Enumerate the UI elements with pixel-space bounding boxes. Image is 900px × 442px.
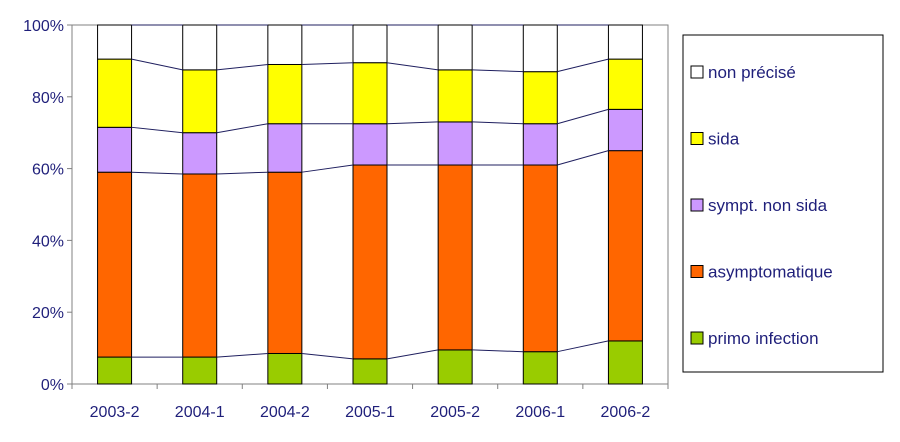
x-tick-label: 2003-2 [90,404,140,421]
bar-segment-sida-2003-2 [97,58,133,128]
series-line [131,58,183,71]
bar-segment-primo-infection-2004-2 [267,352,303,385]
x-tick-label: 2006-1 [515,404,565,421]
bar-segment-asymptomatique-2006-2 [607,150,643,342]
legend-label: sympt. non sida [708,196,828,215]
bar-segment-asymptomatique-2005-1 [352,164,388,360]
series-line [472,69,524,73]
bar-segment-sida-2004-1 [182,69,218,134]
series-line [301,352,354,360]
series-line [557,58,609,73]
series-line [557,150,609,166]
bar-segment-primo-infection-2004-1 [182,356,218,385]
bar-segment-non-pr-cis--2004-2 [267,24,303,65]
series-line [386,121,439,125]
y-axis: 0% 20% 40% 60% 80% 100% [23,18,72,394]
bar-segment-sympt-non-sida-2004-1 [182,132,218,175]
bar-segment-sympt-non-sida-2006-2 [607,108,643,152]
x-axis: 2003-2 2004-1 2004-2 2005-1 2005-2 2006-1 2006… [71,384,669,421]
series-line [216,352,268,358]
legend-swatch [690,198,704,212]
bar-segment-primo-infection-2005-1 [352,358,388,385]
series-line [386,349,439,360]
bar-segment-non-pr-cis--2006-2 [607,24,643,60]
bar-segment-asymptomatique-2006-1 [522,164,558,353]
bar-segment-asymptomatique-2004-2 [267,171,303,354]
series-line [557,340,609,353]
legend-label: asymptomatique [708,263,833,282]
bar-segment-primo-infection-2006-2 [607,340,643,385]
y-tick-label: 40% [32,233,64,250]
bar-segment-asymptomatique-2003-2 [97,171,133,358]
legend-label: primo infection [708,329,819,348]
bar-segment-sida-2006-2 [607,58,643,110]
bar-segment-non-pr-cis--2005-2 [437,24,473,71]
bar-segment-non-pr-cis--2003-2 [97,24,133,60]
series-line [131,126,183,134]
series-line [216,123,268,134]
bar-segment-sympt-non-sida-2005-2 [437,121,473,166]
bar-segment-sympt-non-sida-2004-2 [267,123,303,173]
series-line [131,171,183,175]
bar-segment-primo-infection-2003-2 [97,356,133,385]
plot-area [71,24,669,385]
series-line [472,349,524,353]
x-tick-label: 2004-1 [175,404,225,421]
y-tick-label: 20% [32,305,64,322]
bar-segment-asymptomatique-2005-2 [437,164,473,351]
bar-segment-primo-infection-2005-2 [437,349,473,385]
y-tick-label: 0% [41,377,64,394]
bar-segment-non-pr-cis--2005-1 [352,24,388,64]
series-line [301,164,354,173]
series-line [216,171,268,175]
y-tick-label: 80% [32,90,64,107]
legend-box [682,34,884,373]
bar-segment-non-pr-cis--2006-1 [522,24,558,73]
bar-segment-non-pr-cis--2004-1 [182,24,218,71]
series-line [472,121,524,125]
bar-segment-sida-2005-2 [437,69,473,123]
bar-segment-sympt-non-sida-2005-1 [352,123,388,166]
bar-segment-sida-2004-2 [267,63,303,125]
y-tick-label: 100% [23,18,64,35]
bar-segment-asymptomatique-2004-1 [182,173,218,358]
legend: non précisé sida sympt. non sida asymptomat… [682,34,884,373]
x-tick-label: 2004-2 [260,404,310,421]
bar-segment-sida-2005-1 [352,62,388,125]
bar-segment-sympt-non-sida-2003-2 [97,126,133,173]
legend-swatch [690,265,704,278]
legend-swatch [690,132,704,145]
y-tick-label: 60% [32,162,64,179]
x-tick-label: 2006-2 [601,404,651,421]
bar-segment-sympt-non-sida-2006-1 [522,123,558,166]
x-tick-label: 2005-2 [430,404,480,421]
series-line [216,63,268,71]
series-line [386,62,439,71]
x-tick-label: 2005-1 [345,404,395,421]
bar-segment-sida-2006-1 [522,71,558,125]
legend-label: sida [708,130,740,149]
legend-swatch [690,331,704,345]
bar-segment-primo-infection-2006-1 [522,351,558,385]
series-line [557,108,609,125]
series-line [301,62,354,65]
legend-swatch [690,65,704,79]
legend-label: non précisé [708,63,796,82]
